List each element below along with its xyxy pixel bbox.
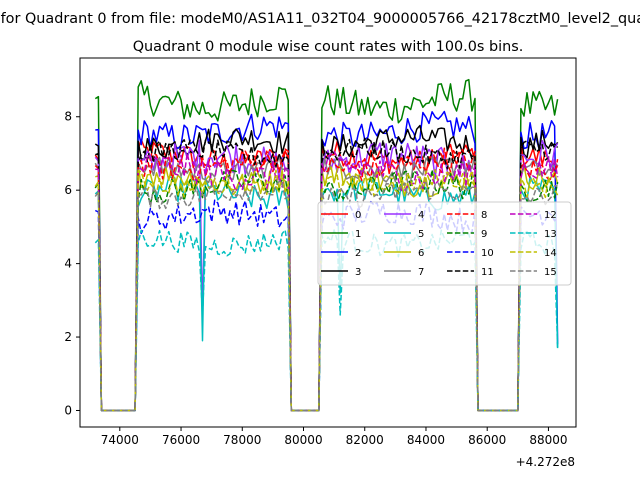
legend-label-1: 1 bbox=[355, 229, 361, 240]
x-tick-label: 86000 bbox=[468, 433, 506, 447]
legend-label-2: 2 bbox=[355, 248, 361, 259]
series-8-line bbox=[94, 147, 559, 412]
series-14-line bbox=[94, 168, 559, 412]
x-tick-label: 76000 bbox=[162, 433, 200, 447]
legend-label-0: 0 bbox=[355, 210, 361, 221]
x-tick-label: 74000 bbox=[101, 433, 139, 447]
series-7-line bbox=[94, 153, 559, 412]
legend-box bbox=[317, 201, 572, 286]
x-axis: 74000 76000 78000 80000 82000 84000 86000 88000 bbox=[101, 427, 568, 447]
x-tick-label: 78000 bbox=[223, 433, 261, 447]
plot-frame bbox=[79, 57, 577, 428]
series-9-line bbox=[94, 169, 559, 412]
y-axis: 0 2 4 6 8 bbox=[64, 110, 80, 417]
y-tick-label: 6 bbox=[64, 183, 72, 197]
figure-suptitle: Lightcurves for Quadrant 0 from file: mo… bbox=[0, 11, 640, 27]
series-0-line bbox=[94, 138, 559, 412]
series-11-line bbox=[95, 137, 559, 412]
legend-label-9: 9 bbox=[481, 229, 487, 240]
series-2-line bbox=[95, 110, 559, 412]
legend-label-15: 15 bbox=[544, 267, 557, 278]
legend-label-8: 8 bbox=[481, 210, 487, 221]
legend-label-12: 12 bbox=[544, 210, 557, 221]
x-tick-label: 80000 bbox=[284, 433, 322, 447]
legend-label-7: 7 bbox=[418, 267, 424, 278]
y-tick-label: 8 bbox=[64, 110, 72, 124]
legend-label-14: 14 bbox=[544, 248, 557, 259]
legend-label-4: 4 bbox=[418, 210, 424, 221]
series-15-line bbox=[94, 180, 558, 412]
series-12-line bbox=[95, 150, 559, 412]
series-13-line bbox=[94, 229, 559, 412]
legend-label-5: 5 bbox=[418, 229, 424, 240]
y-tick-label: 2 bbox=[64, 330, 72, 344]
legend-label-6: 6 bbox=[418, 248, 424, 259]
y-tick-label: 0 bbox=[64, 403, 72, 417]
x-tick-label: 88000 bbox=[529, 433, 567, 447]
legend-label-11: 11 bbox=[481, 267, 494, 278]
series-1-line bbox=[94, 78, 559, 412]
chart-title: Quadrant 0 module wise count rates with … bbox=[133, 39, 524, 55]
x-tick-label: 82000 bbox=[346, 433, 384, 447]
legend-label-10: 10 bbox=[481, 248, 494, 259]
y-tick-label: 4 bbox=[64, 257, 72, 271]
x-offset-label: +4.272e8 bbox=[516, 455, 575, 469]
legend-label-13: 13 bbox=[544, 229, 557, 240]
legend-label-3: 3 bbox=[355, 267, 361, 278]
x-tick-label: 84000 bbox=[407, 433, 445, 447]
